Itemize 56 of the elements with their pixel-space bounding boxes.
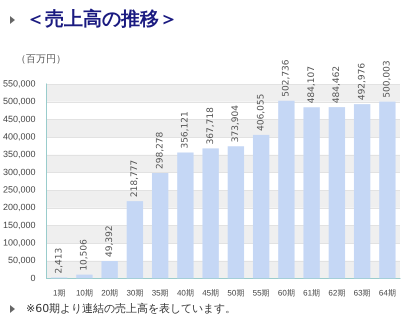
x-tick-label: 60期 [278,288,295,298]
x-tick-label: 55期 [252,288,270,298]
y-tick-label: 100,000 [2,238,36,248]
x-tick-label: 40期 [176,288,194,298]
y-tick-label: 350,000 [2,149,36,160]
data-label: 356,121 [180,111,191,149]
y-tick-label: 0 [30,272,36,283]
bar [76,274,93,278]
x-tick-label: 63期 [354,288,371,298]
y-tick-label: 400,000 [2,132,36,142]
x-tick-label: 62期 [328,288,346,298]
bar [228,146,244,278]
x-tick-label: 50期 [227,288,244,298]
data-label: 2,413 [54,248,64,274]
y-tick-label: 450,000 [2,114,36,124]
data-label: 373,904 [231,104,242,142]
x-tick-label: 61期 [303,288,320,298]
y-tick-label: 200,000 [2,202,36,212]
bar [177,152,194,278]
y-tick-label: 50,000 [8,255,36,266]
x-tick-label: 35期 [152,288,169,298]
x-tick-label: 45期 [202,288,220,298]
bar [152,172,168,278]
data-label: 492,976 [357,62,368,100]
data-label: 218,777 [130,160,140,198]
data-label: 500,003 [382,60,393,98]
bar [202,148,219,278]
bar [252,134,270,278]
bar [328,107,346,278]
data-label: 10,506 [80,238,90,271]
y-axis-title: （百万円） [16,53,66,66]
bar [303,107,320,278]
bar [354,104,370,278]
bar [126,201,144,278]
data-label: 298,278 [155,131,166,169]
x-tick-label: 20期 [101,288,118,298]
data-label: 406,055 [256,94,266,131]
data-label: 49,392 [104,225,115,257]
y-tick-label: 550,000 [2,78,36,88]
x-tick-label: 1期 [52,288,66,298]
x-tick-label: 10期 [76,288,93,298]
y-tick-label: 500,000 [2,96,36,106]
text: ※60期より連結の売上高を表しています。 [26,301,236,316]
x-tick-label: 64期 [378,288,396,298]
y-tick-label: 250,000 [2,184,36,195]
data-label: 367,718 [206,106,216,144]
data-label: 502,736 [282,59,292,97]
chart-title: ＜売上高の推移＞ [26,7,178,32]
bar [101,260,118,278]
y-tick-label: 300,000 [2,166,36,177]
data-label: 484,462 [332,66,342,104]
bar [278,100,295,278]
data-label: 484,107 [306,66,317,104]
bar [379,102,396,278]
x-tick-label: 30期 [126,288,144,298]
y-tick-label: 150,000 [2,220,36,230]
